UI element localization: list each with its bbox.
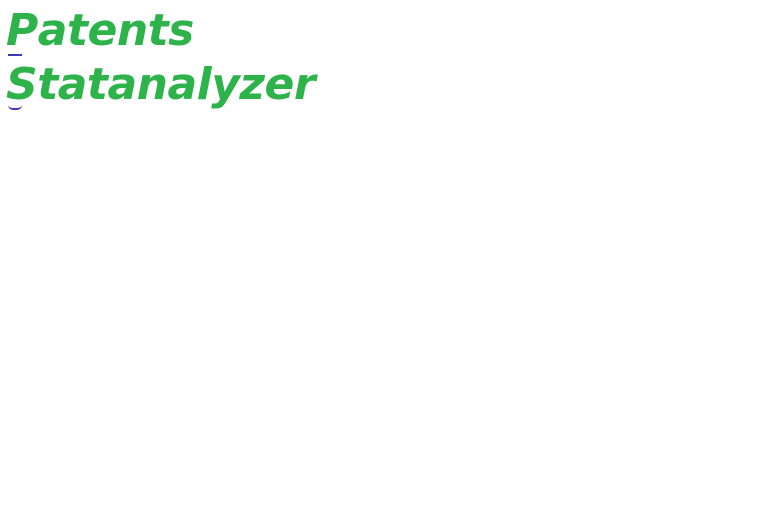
app-title: Patents Statanalyzer [6, 4, 316, 112]
hotkey-letter-p: P [6, 5, 38, 56]
hotkey-letter-s: S [6, 59, 38, 110]
title-line-statanalyzer-rest: tatanalyzer [37, 59, 316, 110]
title-line-statanalyzer: Statanalyzer [6, 58, 316, 112]
title-line-patents-rest: atents [37, 5, 195, 56]
title-line-patents: Patents [6, 4, 315, 58]
